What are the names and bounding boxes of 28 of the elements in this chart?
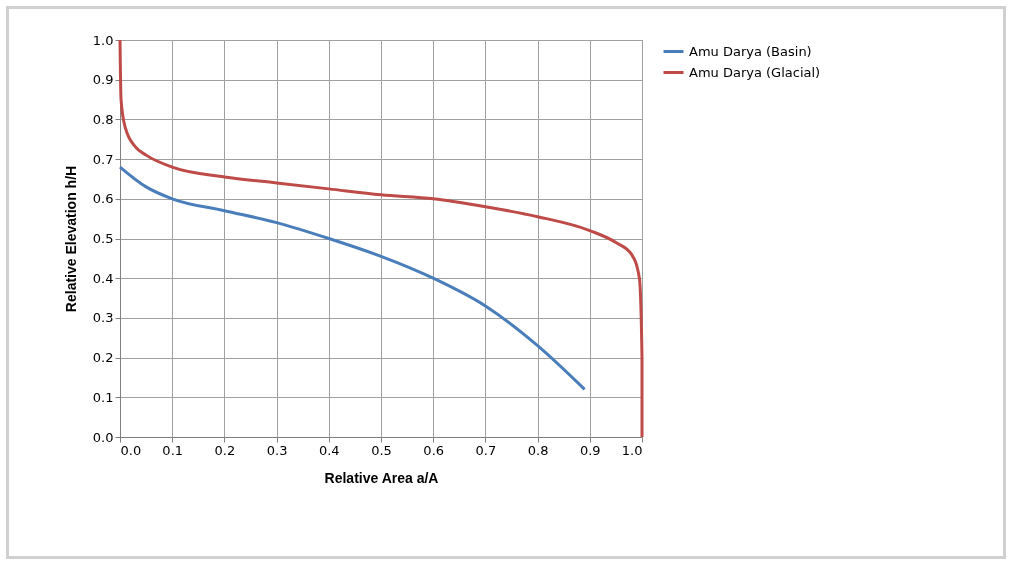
x-tick-label: 0.8 (527, 442, 549, 458)
x-tick-label: 0.2 (214, 442, 236, 458)
x-tick-label: 0.4 (318, 442, 340, 458)
x-axis-title: Relative Area a/A (324, 469, 439, 486)
line-series (118, 38, 644, 439)
y-tick-label: 0.7 (92, 151, 114, 167)
y-tick-label: 0.2 (92, 350, 114, 366)
x-tick-label: 0.0 (120, 442, 142, 458)
legend-label: Amu Darya (Glacial) (689, 64, 821, 80)
y-tick-label: 0.4 (92, 270, 114, 286)
y-tick-label: 0.6 (92, 191, 114, 207)
legend-label: Amu Darya (Basin) (689, 43, 812, 59)
y-tick-label: 0.9 (92, 72, 114, 88)
y-axis-title: Relative Elevation h/H (62, 165, 79, 313)
y-tick-label: 0.1 (92, 389, 114, 405)
y-tick-label: 0.8 (92, 111, 114, 127)
x-tick-label: 0.5 (371, 442, 392, 458)
x-tick-label: 0.1 (162, 442, 184, 458)
x-tick-label: 0.9 (579, 442, 601, 458)
x-tick-label: 0.7 (475, 442, 497, 458)
x-tick-label: 0.6 (423, 442, 445, 458)
y-tick-label: 0.5 (92, 231, 114, 246)
line-series (118, 165, 587, 391)
y-tick-label: 1.0 (92, 32, 114, 48)
x-tick-label: 1.0 (621, 442, 643, 458)
y-tick-label: 0.3 (92, 310, 114, 326)
x-tick-label: 0.3 (266, 442, 288, 458)
y-tick-label: 0.0 (92, 429, 114, 445)
